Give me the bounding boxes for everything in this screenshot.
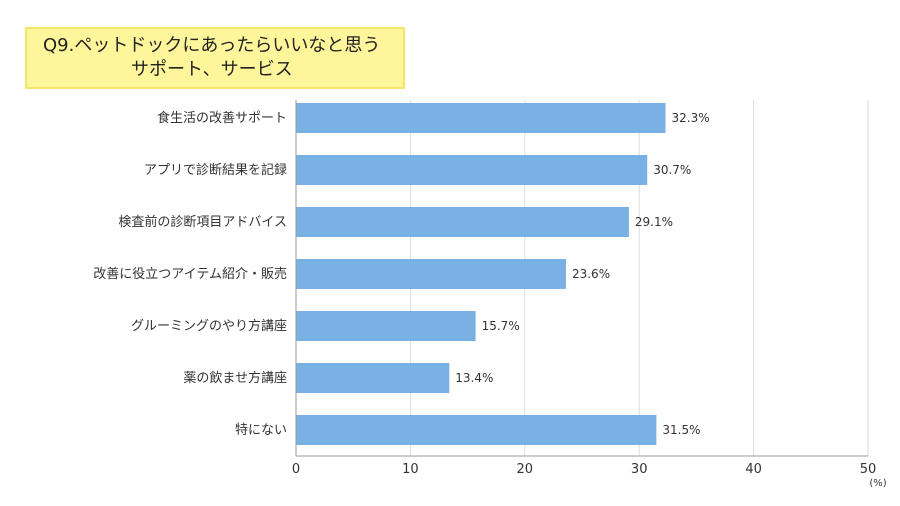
x-tick-label-20: 20	[517, 462, 534, 477]
x-tick-label-10: 10	[402, 462, 419, 477]
bar-5	[296, 363, 450, 393]
value-label-1: 30.7%	[653, 163, 691, 177]
category-label-6: 特にない	[235, 423, 287, 438]
category-label-5: 薬の飲ませ方講座	[183, 370, 287, 386]
bar-3	[296, 259, 566, 289]
bar-0	[296, 103, 666, 133]
x-axis-unit: (%)	[869, 478, 886, 489]
bar-6	[296, 415, 657, 445]
x-tick-label-30: 30	[631, 462, 648, 477]
value-label-0: 32.3%	[672, 111, 710, 125]
category-label-3: 改善に役立つアイテム紹介・販売	[93, 266, 287, 282]
x-tick-label-50: 50	[860, 462, 877, 477]
value-label-5: 13.4%	[455, 371, 493, 385]
x-tick-label-40: 40	[745, 462, 762, 477]
bar-1	[296, 155, 648, 185]
value-label-2: 29.1%	[635, 215, 673, 229]
bar-4	[296, 311, 476, 341]
category-label-0: 食生活の改善サポート	[157, 110, 287, 126]
value-label-3: 23.6%	[572, 267, 610, 281]
chart-title-line-2: サポート、サービス	[131, 59, 293, 80]
value-label-4: 15.7%	[482, 319, 520, 333]
chart-title-box: Q9.ペットドックにあったらいいなと思う サポート、サービス	[25, 27, 405, 89]
category-label-4: グルーミングのやり方講座	[131, 318, 287, 334]
chart-title-line-1: Q9.ペットドックにあったらいいなと思う	[43, 35, 381, 56]
category-label-1: アプリで診断結果を記録	[144, 162, 287, 178]
value-label-6: 31.5%	[662, 423, 700, 437]
bar-2	[296, 207, 629, 237]
x-tick-label-0: 0	[292, 462, 300, 477]
category-label-2: 検査前の診断項目アドバイス	[118, 214, 287, 230]
